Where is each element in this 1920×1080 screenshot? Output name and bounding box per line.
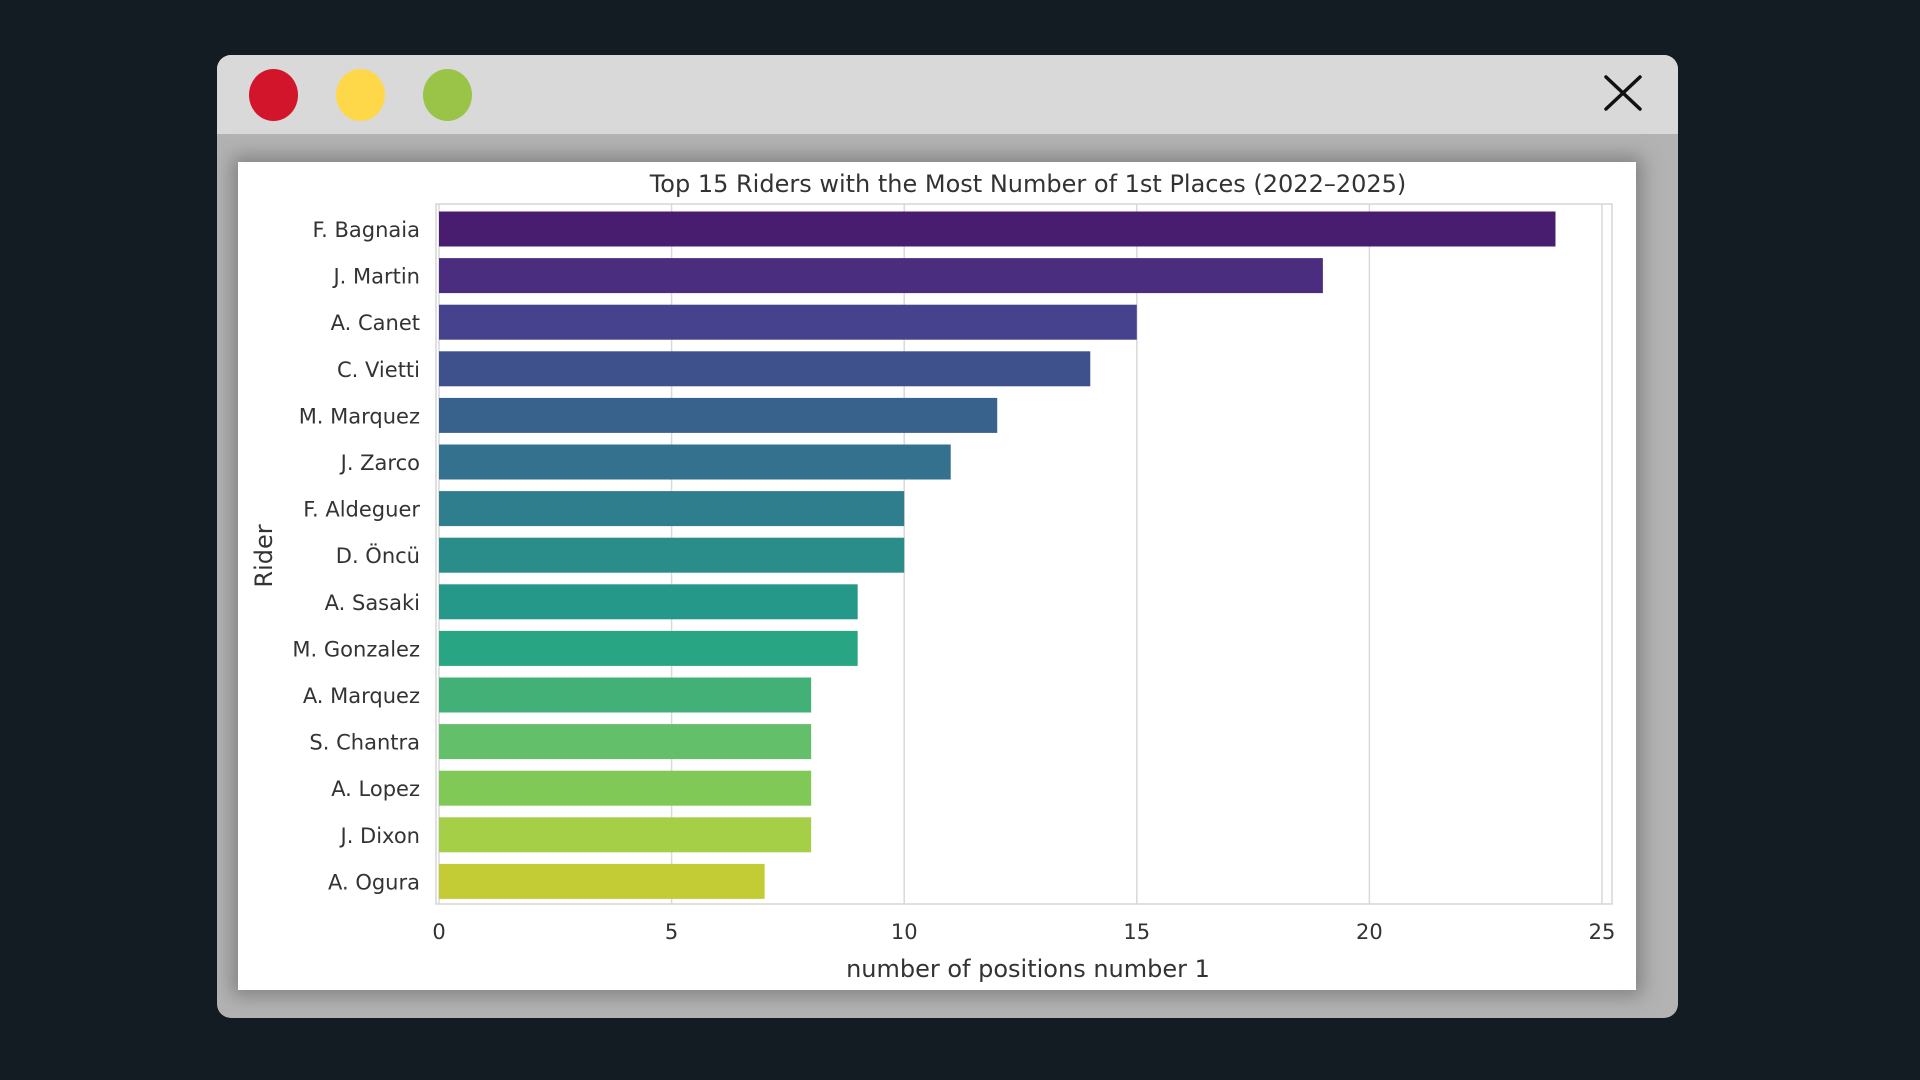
bar <box>439 724 812 760</box>
bar <box>439 630 858 666</box>
bar <box>439 351 1091 387</box>
close-window-button[interactable] <box>249 69 298 121</box>
bar-chart: F. Bagnaia J. Martin A. Canet C. Vietti M. M… <box>250 170 1616 983</box>
title-bar <box>217 55 1678 134</box>
bar <box>439 817 812 853</box>
x-tick-label: 20 <box>1356 920 1383 944</box>
maximize-window-button[interactable] <box>423 69 472 121</box>
y-tick-label: F. Aldeguer <box>303 498 420 522</box>
bar <box>439 584 858 620</box>
y-tick-label: J. Zarco <box>339 451 420 475</box>
y-tick-label: A. Marquez <box>303 684 420 708</box>
bar <box>439 304 1137 340</box>
y-tick-label: A. Sasaki <box>325 591 420 615</box>
y-tick-label: J. Dixon <box>339 824 421 848</box>
close-icon[interactable] <box>1598 69 1646 117</box>
bar <box>439 258 1323 294</box>
x-tick-label: 10 <box>891 920 918 944</box>
y-tick-label: A. Canet <box>331 311 420 335</box>
y-tick-label: M. Gonzalez <box>292 637 420 661</box>
bar <box>439 444 951 480</box>
x-tick-label: 5 <box>665 920 678 944</box>
y-tick-label: F. Bagnaia <box>312 218 420 242</box>
bar <box>439 537 905 573</box>
y-axis-label: Rider <box>250 524 278 587</box>
y-tick-label: A. Ogura <box>328 870 420 894</box>
y-tick-label: S. Chantra <box>309 731 420 755</box>
bar <box>439 677 812 713</box>
app-window: F. Bagnaia J. Martin A. Canet C. Vietti M. M… <box>217 55 1678 1018</box>
x-tick-label: 25 <box>1589 920 1616 944</box>
bar <box>439 491 905 527</box>
bar <box>439 770 812 806</box>
plot-area-border <box>435 203 1613 905</box>
minimize-window-button[interactable] <box>336 69 385 121</box>
chart-title: Top 15 Riders with the Most Number of 1s… <box>649 170 1407 198</box>
bar <box>439 211 1556 247</box>
y-tick-label: C. Vietti <box>337 358 420 382</box>
x-tick-label: 15 <box>1123 920 1150 944</box>
y-tick-label: M. Marquez <box>299 404 420 428</box>
y-tick-label: D. Öncü <box>336 543 420 568</box>
bar <box>439 397 998 433</box>
y-tick-label: A. Lopez <box>331 777 420 801</box>
x-axis-label: number of positions number 1 <box>846 955 1210 983</box>
chart-frame: F. Bagnaia J. Martin A. Canet C. Vietti M. M… <box>238 162 1636 990</box>
y-tick-label: J. Martin <box>331 265 420 289</box>
bar <box>439 863 765 899</box>
x-tick-label: 0 <box>432 920 445 944</box>
